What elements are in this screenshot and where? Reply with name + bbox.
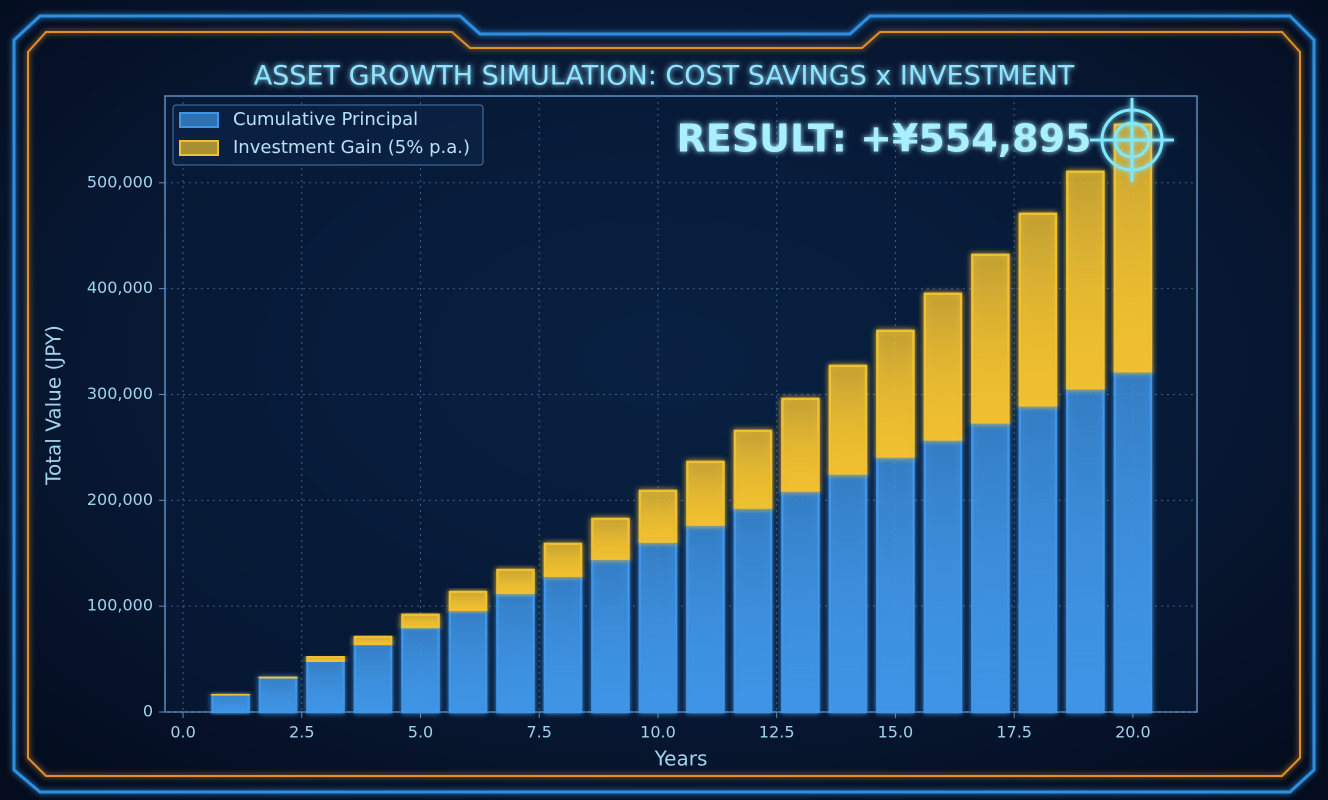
bars xyxy=(211,123,1153,714)
bar-segment xyxy=(638,489,678,543)
inner-frame xyxy=(27,31,1301,777)
bar-segment xyxy=(828,364,868,475)
bar-segment xyxy=(543,542,583,577)
bar-segment xyxy=(1018,404,1058,714)
bar-segment xyxy=(496,568,535,594)
bar-segment xyxy=(353,642,393,714)
bar-segment xyxy=(923,438,963,714)
bar-segment xyxy=(828,472,868,714)
bar-segment xyxy=(923,292,963,441)
bar-segment xyxy=(1113,369,1153,714)
bar-segment xyxy=(1066,386,1105,714)
bar-segment xyxy=(781,489,820,714)
y-tick-label: 100,000 xyxy=(87,596,153,615)
bar-segment xyxy=(971,421,1010,714)
x-tick-label: 15.0 xyxy=(878,723,914,742)
x-tick-label: 10.0 xyxy=(640,723,676,742)
x-tick-label: 20.0 xyxy=(1115,723,1151,742)
chart-title: ASSET GROWTH SIMULATION: COST SAVINGS x … xyxy=(254,61,1075,92)
x-tick-label: 7.5 xyxy=(527,723,552,742)
x-tick-label: 17.5 xyxy=(996,723,1032,742)
x-tick-label: 5.0 xyxy=(408,723,433,742)
y-tick-label: 0 xyxy=(143,702,153,721)
bar-segment xyxy=(401,613,440,629)
y-tick-label: 500,000 xyxy=(87,172,153,191)
legend-swatch xyxy=(179,112,219,128)
bar-segment xyxy=(448,590,488,612)
y-tick-label: 200,000 xyxy=(87,490,153,509)
bar-segment xyxy=(638,540,678,714)
legend-swatch xyxy=(179,140,219,156)
x-tick-label: 2.5 xyxy=(289,723,314,742)
legend-label: Investment Gain (5% p.a.) xyxy=(233,137,470,158)
bar-segment xyxy=(686,460,725,526)
bar-segment xyxy=(781,397,820,492)
bar-segment xyxy=(1018,212,1058,407)
bar-segment xyxy=(448,608,488,714)
bar-segment xyxy=(353,635,393,646)
x-tick-label: 0.0 xyxy=(170,723,195,742)
bar-segment xyxy=(591,517,630,560)
bar-segment xyxy=(733,506,773,714)
bar-segment xyxy=(306,659,345,714)
y-tick-label: 300,000 xyxy=(87,384,153,403)
bar-segment xyxy=(591,557,630,714)
target-icon xyxy=(1090,98,1174,182)
bar-segment xyxy=(971,253,1010,424)
y-tick-label: 400,000 xyxy=(87,278,153,297)
bar-segment xyxy=(876,329,915,458)
bar-segment xyxy=(401,625,440,714)
bar-segment xyxy=(306,655,345,663)
y-axis-label: Total Value (JPY) xyxy=(42,325,66,486)
bar-segment xyxy=(258,675,298,680)
bar-segment xyxy=(1066,170,1105,390)
bar-segment xyxy=(211,693,250,714)
legend: Cumulative Principal Investment Gain (5% … xyxy=(172,104,484,166)
bar-segment xyxy=(686,523,725,714)
bar-segment xyxy=(496,591,535,714)
bar-segment xyxy=(733,429,773,509)
x-axis-label: Years xyxy=(654,747,708,771)
result-annotation: RESULT: +¥554,895 xyxy=(677,117,1092,161)
ticks: 0 100,000 200,000 300,000 400,000 500,000 0.0 2… xyxy=(87,172,1151,741)
outer-frame xyxy=(12,14,1316,794)
legend-box xyxy=(172,104,484,166)
bar-segment xyxy=(876,455,915,714)
bar-segment xyxy=(543,574,583,714)
x-tick-label: 12.5 xyxy=(759,723,795,742)
bar-segment xyxy=(258,676,298,714)
legend-label: Cumulative Principal xyxy=(233,109,418,130)
